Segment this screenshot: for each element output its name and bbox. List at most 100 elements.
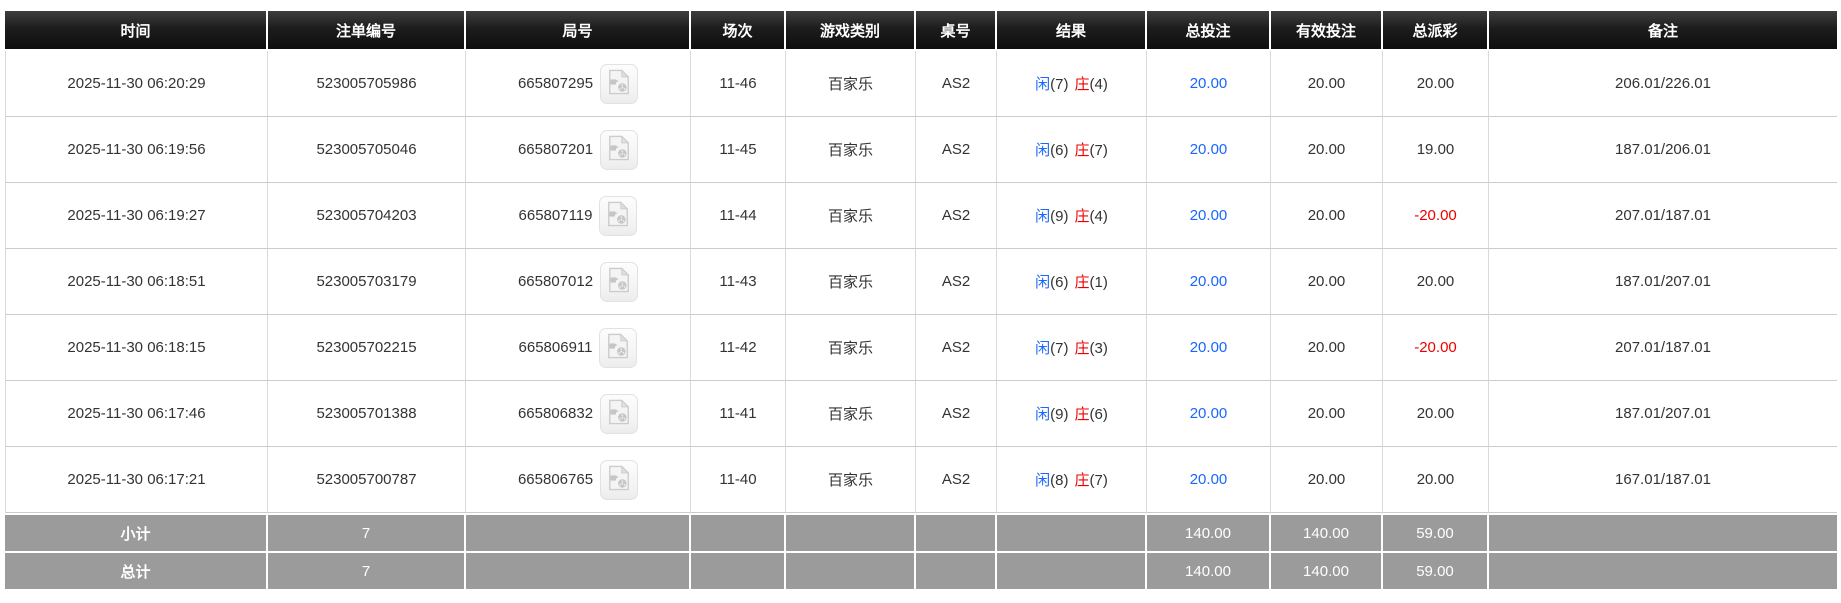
cell-round-no: 665807012 (466, 249, 691, 315)
video-replay-button[interactable] (600, 129, 639, 170)
video-replay-button[interactable] (599, 327, 638, 368)
subtotal-empty-session (691, 513, 786, 551)
cell-time: 2025-11-30 06:20:29 (5, 51, 268, 117)
grand-total-total-bet: 140.00 (1147, 551, 1271, 589)
cell-round-no: 665807119 (466, 183, 691, 249)
video-replay-button[interactable] (600, 63, 639, 104)
cell-total-payout: 20.00 (1383, 51, 1489, 117)
cell-total-bet: 20.00 (1147, 51, 1271, 117)
result-player-score: (7) (1050, 340, 1069, 357)
cell-remark: 187.01/206.01 (1489, 117, 1837, 183)
table-row: 2025-11-30 06:19:56 523005705046 6658072… (5, 117, 1837, 183)
video-replay-button[interactable] (599, 195, 638, 236)
cell-round-no: 665806911 (466, 315, 691, 381)
cell-table-no: AS2 (916, 447, 997, 513)
result-player-label: 闲 (1035, 274, 1051, 291)
cell-total-bet: 20.00 (1147, 381, 1271, 447)
result-banker-score: (4) (1089, 208, 1108, 225)
cell-total-payout: 20.00 (1383, 249, 1489, 315)
col-header-table-no: 桌号 (916, 11, 997, 51)
result-banker-label: 庄 (1074, 406, 1090, 423)
cell-bet-no: 523005703179 (268, 249, 466, 315)
result-banker-label: 庄 (1074, 208, 1090, 225)
cell-remark: 207.01/187.01 (1489, 183, 1837, 249)
cell-total-payout: 20.00 (1383, 381, 1489, 447)
video-replay-button[interactable] (600, 393, 639, 434)
cell-valid-bet: 20.00 (1271, 381, 1383, 447)
cell-session: 11-40 (691, 447, 786, 513)
video-file-icon (607, 399, 631, 428)
cell-remark: 207.01/187.01 (1489, 315, 1837, 381)
cell-total-bet: 20.00 (1147, 117, 1271, 183)
video-replay-button[interactable] (600, 459, 639, 500)
video-replay-button[interactable] (600, 261, 639, 302)
result-player-label: 闲 (1035, 340, 1051, 357)
cell-game-type: 百家乐 (786, 447, 916, 513)
cell-time: 2025-11-30 06:18:15 (5, 315, 268, 381)
cell-total-bet: 20.00 (1147, 447, 1271, 513)
result-banker-label: 庄 (1074, 472, 1090, 489)
cell-result: 闲(6) 庄(7) (997, 117, 1147, 183)
cell-table-no: AS2 (916, 117, 997, 183)
subtotal-count: 7 (268, 513, 466, 551)
video-file-icon (606, 201, 630, 230)
cell-session: 11-45 (691, 117, 786, 183)
cell-valid-bet: 20.00 (1271, 447, 1383, 513)
col-header-valid-bet: 有效投注 (1271, 11, 1383, 51)
cell-game-type: 百家乐 (786, 183, 916, 249)
cell-session: 11-42 (691, 315, 786, 381)
cell-valid-bet: 20.00 (1271, 51, 1383, 117)
subtotal-empty-round (466, 513, 691, 551)
result-player-score: (6) (1050, 274, 1069, 291)
subtotal-empty-table (916, 513, 997, 551)
col-header-result: 结果 (997, 11, 1147, 51)
cell-round-no: 665807295 (466, 51, 691, 117)
col-header-remark: 备注 (1489, 11, 1837, 51)
cell-game-type: 百家乐 (786, 51, 916, 117)
cell-remark: 187.01/207.01 (1489, 249, 1837, 315)
round-number: 665806832 (517, 405, 594, 422)
cell-remark: 187.01/207.01 (1489, 381, 1837, 447)
table-row: 2025-11-30 06:20:29 523005705986 6658072… (5, 51, 1837, 117)
result-banker-label: 庄 (1074, 76, 1090, 93)
round-number: 665807012 (517, 273, 594, 290)
cell-valid-bet: 20.00 (1271, 249, 1383, 315)
col-header-time: 时间 (5, 11, 268, 51)
cell-result: 闲(9) 庄(6) (997, 381, 1147, 447)
cell-bet-no: 523005705046 (268, 117, 466, 183)
result-player-score: (9) (1050, 406, 1069, 423)
subtotal-row: 小计 7 140.00 140.00 59.00 (5, 513, 1837, 551)
cell-time: 2025-11-30 06:18:51 (5, 249, 268, 315)
subtotal-empty-result (997, 513, 1147, 551)
result-banker-score: (1) (1089, 274, 1108, 291)
cell-game-type: 百家乐 (786, 381, 916, 447)
cell-result: 闲(8) 庄(7) (997, 447, 1147, 513)
result-player-label: 闲 (1035, 406, 1051, 423)
round-number: 665806765 (517, 471, 594, 488)
grand-total-empty-table (916, 551, 997, 589)
result-banker-score: (3) (1089, 340, 1108, 357)
cell-bet-no: 523005700787 (268, 447, 466, 513)
grand-total-row: 总计 7 140.00 140.00 59.00 (5, 551, 1837, 589)
grand-total-label: 总计 (5, 551, 268, 589)
result-banker-label: 庄 (1074, 142, 1090, 159)
subtotal-payout: 59.00 (1383, 513, 1489, 551)
result-player-score: (8) (1050, 472, 1069, 489)
cell-time: 2025-11-30 06:19:27 (5, 183, 268, 249)
cell-table-no: AS2 (916, 183, 997, 249)
result-player-score: (9) (1050, 208, 1069, 225)
subtotal-empty-remark (1489, 513, 1837, 551)
grand-total-payout: 59.00 (1383, 551, 1489, 589)
result-player-score: (6) (1050, 142, 1069, 159)
bet-history-table-container: 时间 注单编号 局号 场次 游戏类别 桌号 结果 总投注 有效投注 总派彩 备注… (5, 11, 1837, 589)
cell-time: 2025-11-30 06:17:46 (5, 381, 268, 447)
cell-table-no: AS2 (916, 381, 997, 447)
round-number: 665807201 (517, 141, 594, 158)
result-banker-score: (6) (1089, 406, 1108, 423)
result-player-label: 闲 (1035, 208, 1051, 225)
cell-time: 2025-11-30 06:17:21 (5, 447, 268, 513)
result-player-score: (7) (1050, 76, 1069, 93)
grand-total-valid-bet: 140.00 (1271, 551, 1383, 589)
subtotal-empty-game (786, 513, 916, 551)
result-player-label: 闲 (1035, 472, 1051, 489)
